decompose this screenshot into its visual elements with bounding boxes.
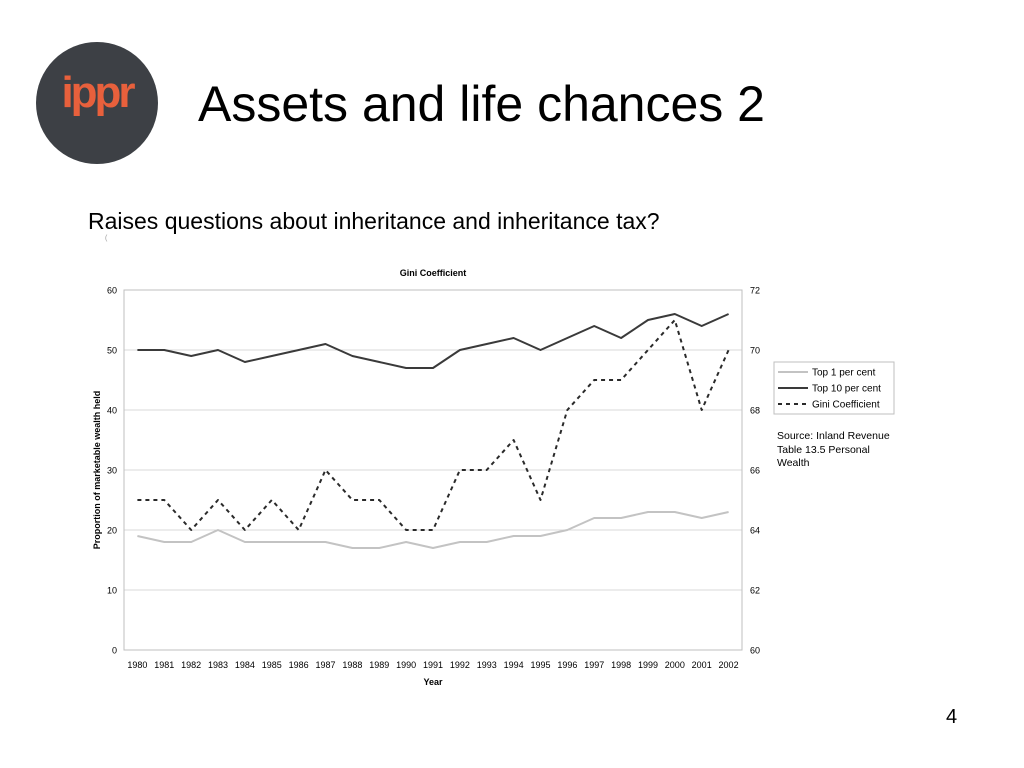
x-tick-label: 1981: [154, 660, 174, 670]
y2-tick-label: 70: [750, 346, 760, 356]
source-note: Source: Inland Revenue Table 13.5 Person…: [777, 430, 892, 471]
y2-tick-label: 62: [750, 586, 760, 596]
y-tick-label: 60: [107, 286, 117, 296]
x-tick-label: 1988: [342, 660, 362, 670]
series-line: [137, 313, 730, 369]
source-line-2: Table 13.5 Personal Wealth: [777, 443, 870, 470]
x-tick-label: 1984: [235, 660, 255, 670]
ippr-logo: ippr: [36, 42, 158, 164]
plot-area: [123, 289, 743, 651]
x-tick-label: 1986: [289, 660, 309, 670]
legend-label: Top 10 per cent: [812, 384, 881, 395]
x-tick-label: 1989: [369, 660, 389, 670]
legend-label: Top 1 per cent: [812, 368, 876, 379]
y-tick-label: 50: [107, 346, 117, 356]
slide-title: Assets and life chances 2: [198, 76, 765, 132]
x-tick-label: 1995: [530, 660, 550, 670]
x-tick-label: 1982: [181, 660, 201, 670]
y-tick-label: 40: [107, 406, 117, 416]
y-tick-label: 30: [107, 466, 117, 476]
y-tick-label: 20: [107, 526, 117, 536]
logo-text: ippr: [61, 68, 135, 117]
x-tick-label: 1985: [262, 660, 282, 670]
x-tick-label: 1991: [423, 660, 443, 670]
x-tick-label: 1993: [477, 660, 497, 670]
legend-label: Gini Coefficient: [812, 400, 880, 411]
x-tick-label: 1983: [208, 660, 228, 670]
x-tick-label: 2001: [692, 660, 712, 670]
x-tick-label: 1999: [638, 660, 658, 670]
x-axis-label: Year: [423, 677, 443, 687]
x-tick-label: 1980: [127, 660, 147, 670]
x-tick-label: 1996: [557, 660, 577, 670]
y2-tick-label: 66: [750, 466, 760, 476]
x-tick-label: 1987: [316, 660, 336, 670]
source-line-1: Source: Inland Revenue: [777, 430, 890, 442]
y-tick-label: 10: [107, 586, 117, 596]
x-tick-label: 1998: [611, 660, 631, 670]
x-tick-label: 2000: [665, 660, 685, 670]
tiny-mark: (: [105, 235, 108, 242]
page-number: 4: [946, 706, 958, 728]
chart-title: Gini Coefficient: [400, 268, 467, 278]
x-tick-label: 2002: [719, 660, 739, 670]
y-tick-label: 0: [112, 646, 117, 656]
series-line: [137, 511, 729, 549]
y2-tick-label: 60: [750, 646, 760, 656]
x-tick-label: 1994: [504, 660, 524, 670]
y2-tick-label: 68: [750, 406, 760, 416]
y2-tick-label: 72: [750, 286, 760, 296]
x-tick-label: 1990: [396, 660, 416, 670]
y-axis-label: Proportion of marketable wealth held: [92, 391, 102, 550]
series-line: [137, 319, 730, 531]
slide-subtitle: Raises questions about inheritance and i…: [88, 208, 660, 234]
x-tick-label: 1992: [450, 660, 470, 670]
x-tick-label: 1997: [584, 660, 604, 670]
y2-tick-label: 64: [750, 526, 760, 536]
